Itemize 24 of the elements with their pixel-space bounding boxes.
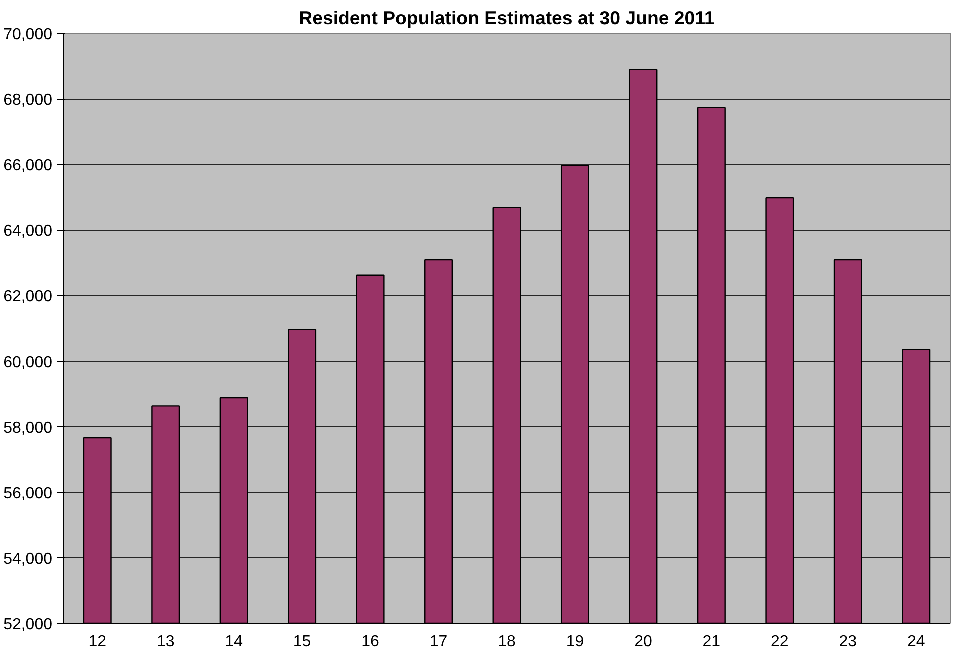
x-tick-label: 23 xyxy=(839,634,858,650)
x-tick-label: 15 xyxy=(293,634,312,650)
y-tick-label: 64,000 xyxy=(4,223,53,240)
x-tick-label: 14 xyxy=(225,634,244,650)
y-tick-label: 68,000 xyxy=(4,92,53,110)
x-tick-label: 18 xyxy=(498,634,516,650)
chart-title: Resident Population Estimates at 30 June 2011 xyxy=(299,8,715,28)
x-tick-label: 24 xyxy=(907,634,926,650)
x-tick-label: 21 xyxy=(702,634,721,650)
y-tick-label: 66,000 xyxy=(4,158,53,175)
y-tick-label: 58,000 xyxy=(4,420,53,437)
y-tick-label: 56,000 xyxy=(4,485,53,502)
y-tick-label: 60,000 xyxy=(4,354,53,372)
y-tick-label: 70,000 xyxy=(4,26,53,44)
x-tick-label: 22 xyxy=(771,634,789,650)
x-tick-label: 19 xyxy=(566,634,584,650)
y-tick-label: 52,000 xyxy=(4,616,53,634)
x-tick-label: 20 xyxy=(634,634,652,650)
x-tick-label: 17 xyxy=(430,634,448,650)
y-tick-label: 62,000 xyxy=(4,288,53,306)
x-tick-label: 13 xyxy=(156,634,175,650)
x-tick-label: 16 xyxy=(362,634,380,650)
y-tick-label: 54,000 xyxy=(4,550,53,568)
x-tick-label: 12 xyxy=(88,634,107,650)
